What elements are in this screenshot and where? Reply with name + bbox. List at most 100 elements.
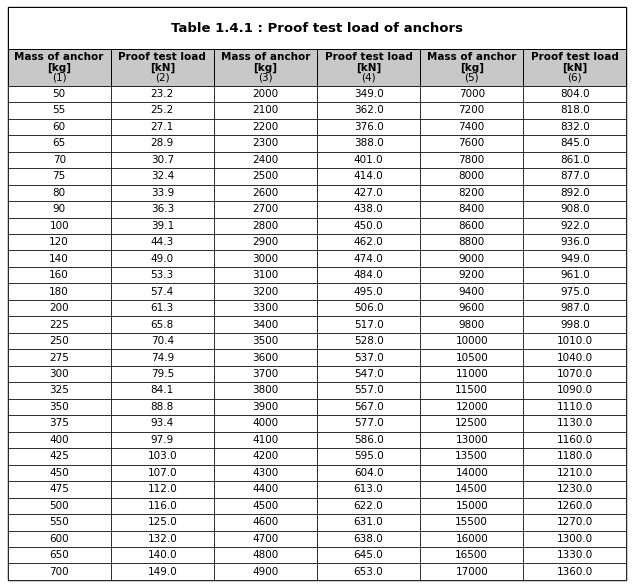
Text: 3400: 3400	[252, 319, 278, 329]
Text: 15000: 15000	[455, 501, 488, 511]
Bar	[8, 251, 111, 267]
Text: (3): (3)	[258, 73, 273, 83]
Text: 7200: 7200	[458, 106, 485, 116]
Text: 4900: 4900	[252, 566, 278, 576]
Bar	[8, 415, 111, 431]
Text: 414.0: 414.0	[354, 171, 384, 181]
Bar	[111, 234, 214, 251]
Bar	[111, 366, 214, 382]
Text: 577.0: 577.0	[354, 419, 384, 429]
Bar	[317, 382, 420, 399]
Text: 132.0: 132.0	[148, 534, 177, 544]
Text: 653.0: 653.0	[354, 566, 384, 576]
Bar	[523, 234, 626, 251]
Text: 88.8: 88.8	[151, 402, 174, 412]
Text: 4500: 4500	[252, 501, 278, 511]
Text: 1180.0: 1180.0	[557, 451, 593, 461]
Text: 23.2: 23.2	[151, 89, 174, 99]
Bar	[111, 431, 214, 448]
Text: 140.0: 140.0	[148, 550, 177, 560]
Text: 1160.0: 1160.0	[557, 435, 593, 445]
Bar	[8, 234, 111, 251]
Bar	[111, 415, 214, 431]
Bar	[317, 349, 420, 366]
Bar	[420, 151, 523, 168]
Bar	[214, 366, 317, 382]
Bar	[420, 448, 523, 465]
Bar	[523, 547, 626, 564]
Text: (5): (5)	[464, 73, 479, 83]
Bar	[523, 184, 626, 201]
Text: 861.0: 861.0	[560, 155, 590, 165]
Text: 908.0: 908.0	[560, 204, 590, 214]
Text: 200: 200	[49, 303, 69, 313]
Text: Mass of anchor: Mass of anchor	[221, 52, 310, 62]
Bar	[111, 86, 214, 102]
Text: 8800: 8800	[458, 237, 485, 247]
Text: 567.0: 567.0	[354, 402, 384, 412]
Bar	[214, 514, 317, 531]
Text: 922.0: 922.0	[560, 221, 590, 231]
Bar	[214, 415, 317, 431]
Bar	[214, 349, 317, 366]
Text: 3500: 3500	[252, 336, 278, 346]
Text: 57.4: 57.4	[151, 286, 174, 296]
Text: 2100: 2100	[252, 106, 278, 116]
Bar	[214, 465, 317, 481]
Text: 8200: 8200	[458, 188, 485, 198]
Text: 517.0: 517.0	[354, 319, 384, 329]
Bar	[420, 168, 523, 184]
Text: Mass of anchor: Mass of anchor	[15, 52, 104, 62]
Bar	[8, 431, 111, 448]
Text: 4400: 4400	[252, 484, 278, 494]
Text: 70.4: 70.4	[151, 336, 174, 346]
Bar	[523, 135, 626, 151]
Bar	[214, 531, 317, 547]
Bar	[111, 465, 214, 481]
Text: 90: 90	[53, 204, 66, 214]
Bar	[214, 201, 317, 218]
Text: 949.0: 949.0	[560, 254, 590, 264]
Text: 1110.0: 1110.0	[557, 402, 593, 412]
Bar	[214, 333, 317, 349]
Bar	[8, 564, 111, 580]
Bar	[317, 531, 420, 547]
Bar	[8, 49, 111, 86]
Text: 7800: 7800	[458, 155, 485, 165]
Text: 93.4: 93.4	[151, 419, 174, 429]
Text: 28.9: 28.9	[151, 139, 174, 149]
Text: 9600: 9600	[458, 303, 485, 313]
Text: 495.0: 495.0	[354, 286, 384, 296]
Bar	[420, 86, 523, 102]
Bar	[317, 49, 420, 86]
Bar	[214, 135, 317, 151]
Text: 9200: 9200	[458, 270, 485, 280]
Text: Proof test load: Proof test load	[325, 52, 413, 62]
Text: 2900: 2900	[252, 237, 278, 247]
Text: 16500: 16500	[455, 550, 488, 560]
Bar	[317, 547, 420, 564]
Text: 1360.0: 1360.0	[557, 566, 593, 576]
Text: 60: 60	[53, 122, 66, 132]
Text: Table 1.4.1 : Proof test load of anchors: Table 1.4.1 : Proof test load of anchors	[171, 22, 463, 35]
Bar	[523, 119, 626, 135]
Bar	[111, 218, 214, 234]
Text: 506.0: 506.0	[354, 303, 384, 313]
Text: 638.0: 638.0	[354, 534, 384, 544]
Bar	[420, 267, 523, 284]
Text: 936.0: 936.0	[560, 237, 590, 247]
Bar	[8, 465, 111, 481]
Text: 650: 650	[49, 550, 69, 560]
Bar	[317, 86, 420, 102]
Text: 550: 550	[49, 517, 69, 527]
Text: 7000: 7000	[458, 89, 485, 99]
Text: 613.0: 613.0	[354, 484, 384, 494]
Text: 103.0: 103.0	[148, 451, 177, 461]
Bar	[420, 547, 523, 564]
Bar	[8, 86, 111, 102]
Text: 547.0: 547.0	[354, 369, 384, 379]
Bar	[420, 531, 523, 547]
Text: 376.0: 376.0	[354, 122, 384, 132]
Text: 120: 120	[49, 237, 69, 247]
Bar	[420, 415, 523, 431]
